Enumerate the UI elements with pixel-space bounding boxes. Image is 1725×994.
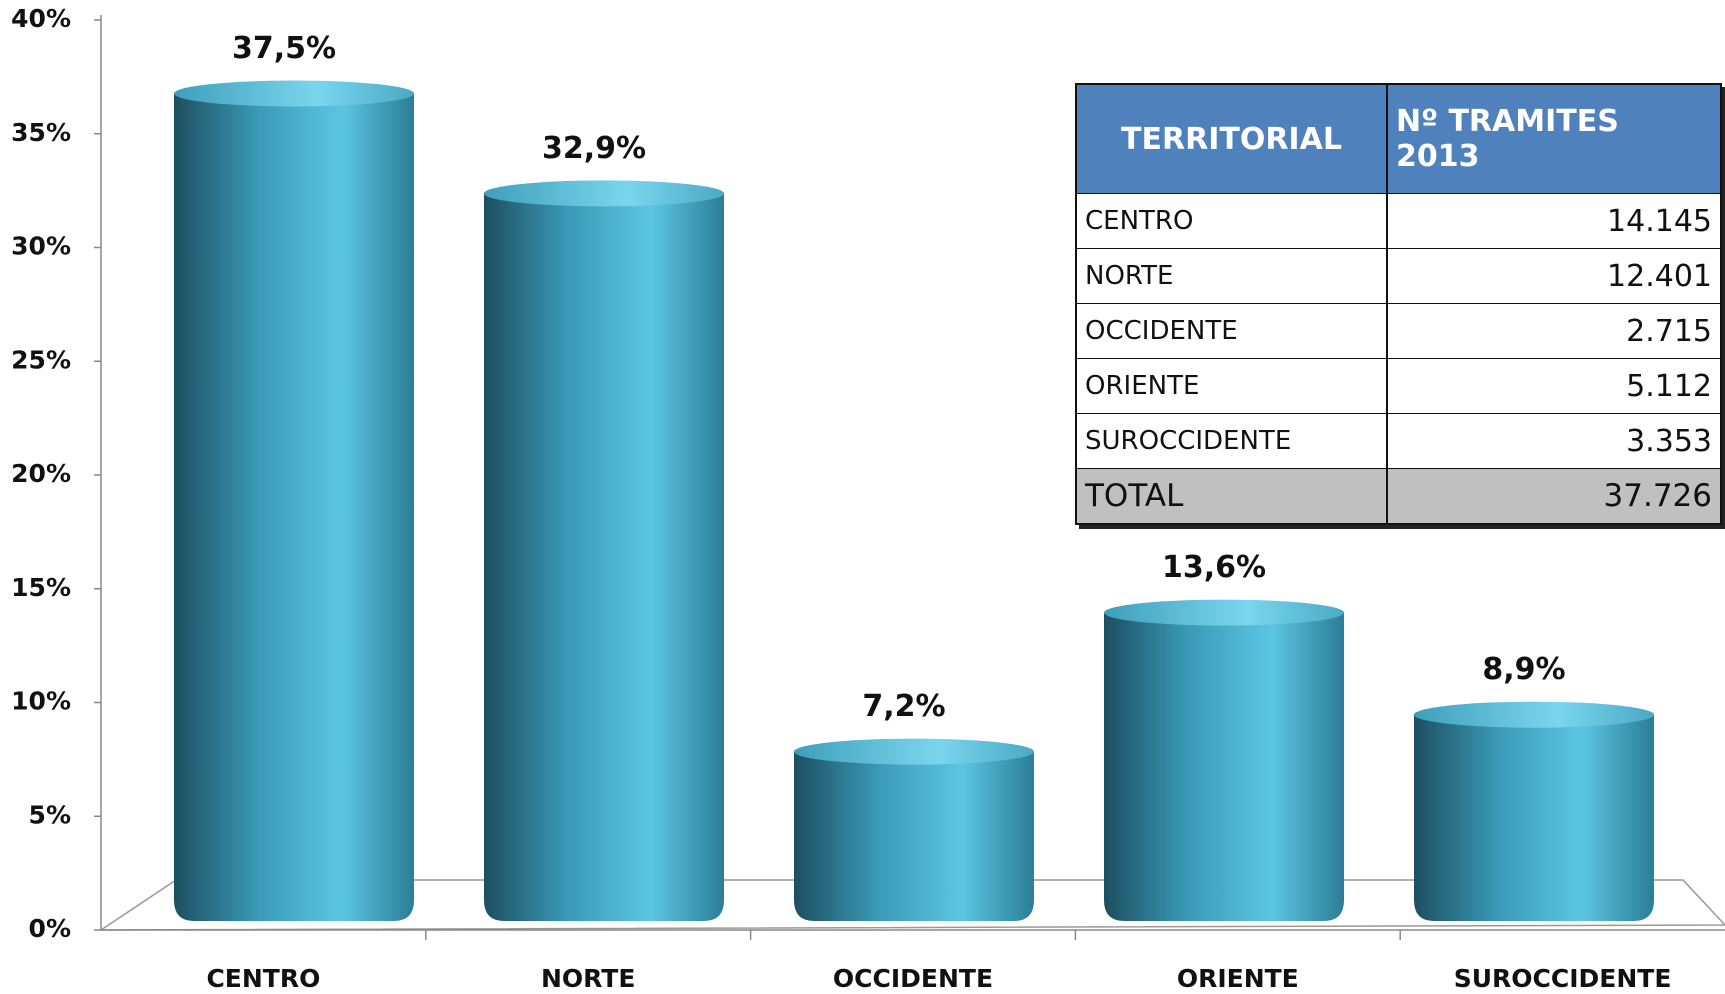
- header-cell: Nº TRAMITES 2013: [1396, 104, 1619, 174]
- table-cell: 12.401: [1607, 258, 1712, 294]
- table-cell: SUROCCIDENTE: [1077, 414, 1388, 468]
- y-tick-label: 25%: [11, 345, 71, 374]
- x-tick-label: SUROCCIDENTE: [1454, 964, 1672, 993]
- header-cell: TERRITORIAL: [1077, 85, 1388, 193]
- bar: [1104, 612, 1344, 921]
- table-cell: CENTRO: [1077, 194, 1388, 248]
- table-row: SUROCCIDENTE 3.353: [1077, 413, 1720, 468]
- table-row: NORTE 12.401: [1077, 248, 1720, 303]
- table-row: ORIENTE 5.112: [1077, 358, 1720, 413]
- table-row: CENTRO 14.145: [1077, 193, 1720, 248]
- floor: [98, 879, 1725, 931]
- table-cell: 37.726: [1603, 478, 1712, 514]
- data-label: 8,9%: [1482, 652, 1565, 687]
- y-tick-label: 35%: [11, 118, 71, 147]
- y-tick-label: 40%: [11, 4, 71, 33]
- table-cell: OCCIDENTE: [1077, 304, 1388, 358]
- table-cell: 14.145: [1607, 203, 1712, 239]
- data-label: 32,9%: [542, 131, 646, 166]
- table-cell: 3.353: [1626, 423, 1712, 459]
- x-tick-label: OCCIDENTE: [833, 964, 993, 993]
- y-tick-label: 30%: [11, 232, 71, 261]
- data-label: 37,5%: [232, 31, 336, 66]
- x-tick-label: NORTE: [541, 964, 635, 993]
- table-cell: ORIENTE: [1077, 359, 1388, 413]
- bar-top: [174, 80, 414, 107]
- table-cell: 5.112: [1626, 368, 1712, 404]
- table-row: TOTAL 37.726: [1077, 468, 1720, 523]
- bar: [1414, 714, 1654, 921]
- table-cell: NORTE: [1077, 249, 1388, 303]
- y-tick-label: 0%: [29, 914, 71, 943]
- bar: [174, 93, 414, 921]
- table-cell: TOTAL: [1077, 469, 1388, 523]
- x-tick-label: CENTRO: [206, 964, 320, 993]
- table-header: TERRITORIAL Nº TRAMITES 2013: [1077, 85, 1720, 193]
- data-table: TERRITORIAL Nº TRAMITES 2013 CENTRO 14.145 N…: [1075, 83, 1722, 525]
- y-tick-label: 20%: [11, 459, 71, 488]
- y-tick-label: 15%: [11, 573, 71, 602]
- data-label: 7,2%: [862, 689, 945, 724]
- bar-top: [1414, 701, 1654, 728]
- bar-top: [794, 738, 1034, 765]
- table-row: OCCIDENTE 2.715: [1077, 303, 1720, 358]
- x-tick-label: ORIENTE: [1177, 964, 1299, 993]
- y-tick-label: 10%: [11, 687, 71, 716]
- bar: [484, 193, 724, 922]
- bar-top: [1104, 599, 1344, 626]
- data-label: 13,6%: [1162, 550, 1266, 585]
- bar: [794, 751, 1034, 921]
- table-cell: 2.715: [1626, 313, 1712, 349]
- bar-top: [484, 180, 724, 207]
- y-tick-label: 5%: [29, 800, 71, 829]
